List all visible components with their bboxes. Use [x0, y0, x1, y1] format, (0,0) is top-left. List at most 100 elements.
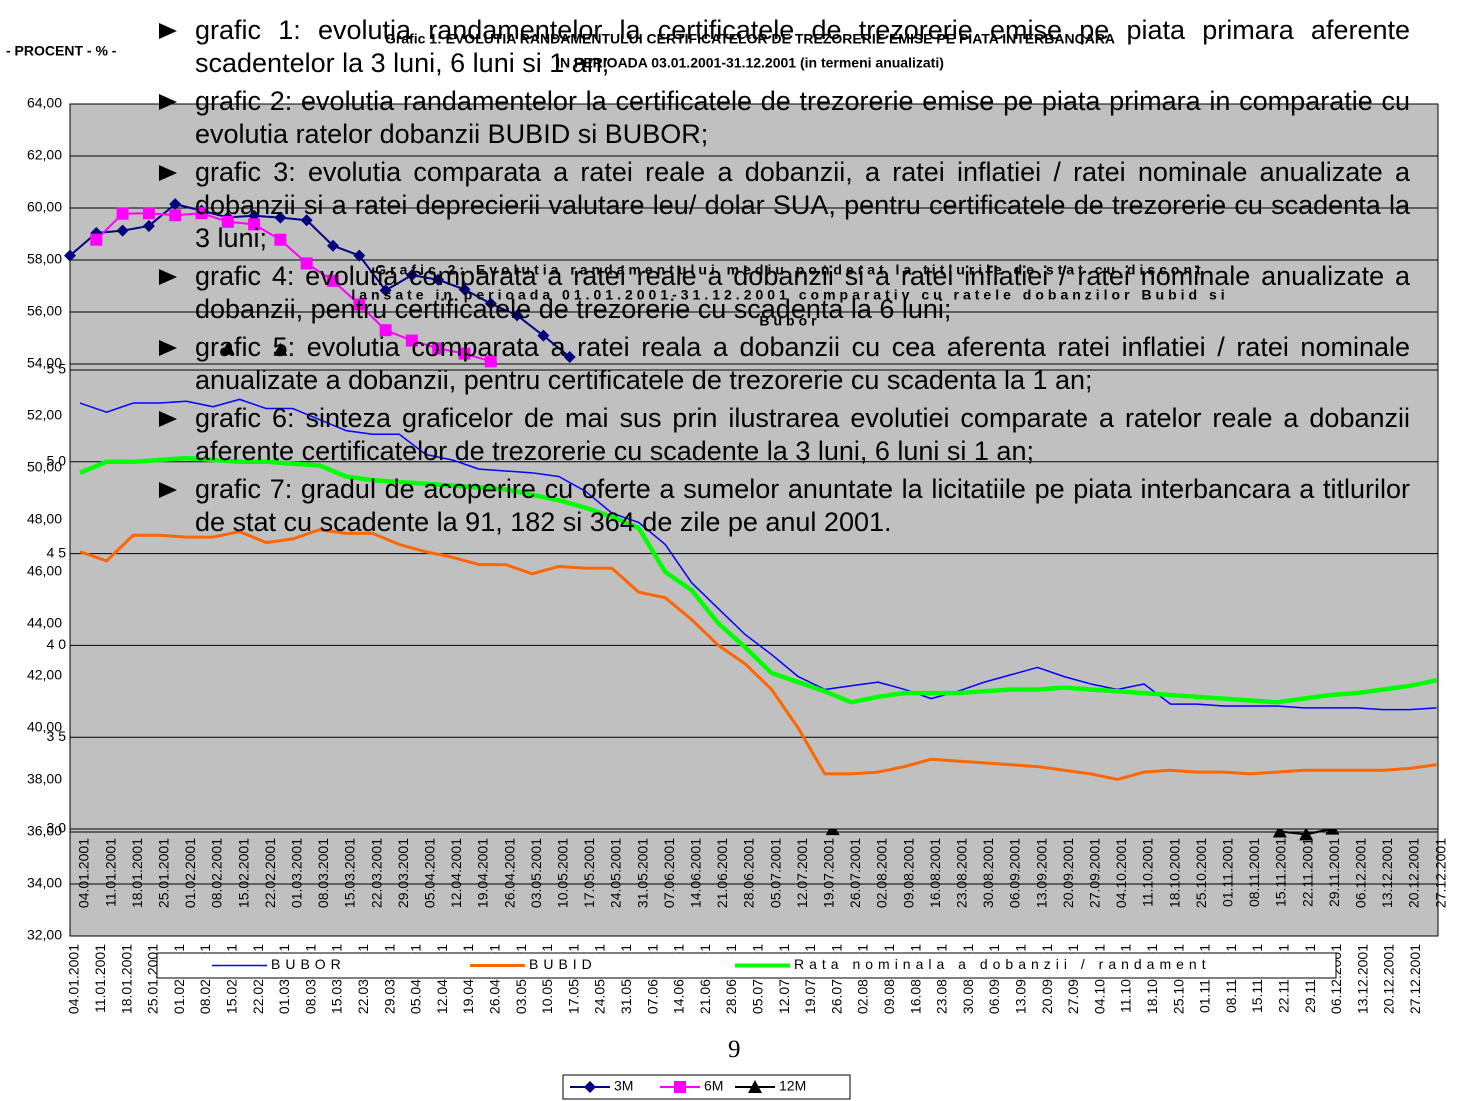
bullet: grafic 2: evolutia randamentelor la cert…	[159, 86, 1410, 149]
x-tick-label: 27.09.2001	[1087, 838, 1103, 908]
x-tick-label: 20.09.2001	[1060, 838, 1076, 908]
legend-label: Rata nominala a dobanzii / randament	[794, 956, 1211, 972]
x-tick-label: 24.05.2001	[608, 838, 624, 908]
bullet: grafic 1: evolutia randamentelor la cert…	[159, 15, 1410, 78]
marker	[432, 342, 445, 355]
x-tick-label: 19.04.2001	[475, 838, 491, 908]
marker	[458, 347, 471, 360]
y-axis-title: - PROCENT - % -	[6, 43, 117, 59]
marker	[563, 350, 576, 363]
x-tick-label: 02.08.2001	[874, 838, 890, 908]
x-tick-label: 16.08.2001	[927, 838, 943, 908]
marker	[300, 257, 313, 270]
bullet: grafic 4: evolutia comparata a ratei rea…	[159, 261, 1410, 324]
bullet-list: grafic 1: evolutia randamentelor la cert…	[159, 14, 1410, 544]
marker	[248, 218, 261, 231]
x-tick-label: 15.11.2001	[1273, 838, 1289, 907]
y-tick-label: 50,00	[27, 459, 62, 475]
bullet: grafic 6: sinteza graficelor de mai sus …	[159, 403, 1410, 466]
x-tick-label: 27.12.2001	[1407, 944, 1423, 1014]
x-tick-label: 15.02.2001	[235, 838, 251, 908]
series-line	[79, 528, 1437, 781]
legend-marker	[674, 1081, 686, 1093]
x-tick-label: 25.01.2001	[156, 838, 172, 908]
series-line	[79, 398, 1437, 711]
x-tick-label: 29.03.2001	[395, 838, 411, 908]
y-tick-label: 58,00	[27, 251, 62, 267]
marker	[379, 324, 392, 337]
x-tick-label: 05.04.2001	[422, 838, 438, 908]
x-tick-label: 11.01.2001	[102, 838, 118, 907]
x-tick-label: 23.08.2001	[954, 838, 970, 908]
page-number: 9	[728, 1036, 741, 1063]
x-tick-label: 20.12.2001	[1381, 944, 1397, 1014]
y-tick-label: 52,00	[27, 407, 62, 423]
marker	[64, 249, 76, 262]
bullet: grafic 5: evolutia comparata a ratei rea…	[159, 332, 1410, 395]
x-tick-label: 15.03.2001	[342, 838, 358, 908]
x-tick-label: 08.02.2001	[209, 838, 225, 908]
marker	[1272, 824, 1287, 838]
x-tick-label: 01.02.2001	[182, 838, 198, 908]
x-tick-label: 14.06.2001	[688, 838, 704, 908]
marker	[1299, 827, 1314, 841]
marker	[405, 269, 418, 282]
series-line	[79, 455, 1438, 705]
chart-title: Grafic 2: Evolutia randamentului mediu p…	[375, 262, 1204, 278]
legend-label: 3M	[614, 1078, 633, 1094]
marker	[537, 329, 550, 342]
x-tick-label: 22.11.2001	[1299, 838, 1315, 907]
marker	[353, 298, 366, 311]
marker	[274, 211, 287, 224]
y-tick-label: 5 0	[47, 453, 67, 469]
bullet: grafic 3: evolutia comparata a ratei rea…	[159, 157, 1410, 253]
y-tick-label: 36,00	[27, 823, 62, 839]
chart-title: lansate in perioada 01.01.2001-31.12.200…	[351, 287, 1228, 303]
marker	[169, 198, 182, 211]
y-tick-label: 5 5	[47, 361, 67, 377]
legend-label: 6M	[704, 1078, 723, 1094]
x-tick-label: 04.01.2001	[66, 944, 82, 1014]
legend-marker	[748, 1080, 762, 1093]
series-line	[95, 212, 492, 363]
marker	[484, 297, 497, 310]
x-tick-label: 18.10.2001	[1166, 838, 1182, 908]
bullet: grafic 7: gradul de acoperire cu oferte …	[159, 474, 1410, 537]
x-tick-label: 12.07.2001	[794, 838, 810, 908]
x-tick-label: 13.12.2001	[1379, 838, 1395, 908]
x-tick-label: 25.10.2001	[1193, 838, 1209, 908]
x-tick-label: 04.01.2001	[76, 838, 92, 908]
y-tick-label: 54,00	[27, 355, 62, 371]
marker	[195, 207, 208, 220]
y-tick-label: 38,00	[27, 771, 62, 787]
x-tick-label: 01.03.2001	[289, 838, 305, 908]
x-tick-label: 22.03.2001	[368, 838, 384, 908]
series-line	[69, 203, 571, 358]
marker	[90, 233, 103, 246]
marker	[274, 233, 287, 246]
y-tick-label: 4 0	[47, 636, 67, 652]
marker	[300, 214, 313, 227]
y-tick-label: 42,00	[27, 667, 62, 683]
x-tick-label: 27.12.2001	[1432, 838, 1448, 908]
x-tick-label: 26.07.2001	[847, 838, 863, 908]
y-tick-label: 48,00	[27, 511, 62, 527]
x-tick-label: 20.12.2001	[1406, 838, 1422, 908]
x-tick-label: 07.06.2001	[661, 838, 677, 908]
x-tick-label: 05.07.2001	[767, 838, 783, 908]
y-tick-label: 34,00	[27, 875, 62, 891]
x-tick-label: 18.01.2001	[129, 838, 145, 908]
marker	[327, 274, 339, 287]
x-tick-label: 06.12.2001	[1353, 838, 1369, 908]
legend-label: BUBOR	[271, 956, 346, 972]
y-tick-label: 46,00	[27, 563, 62, 579]
marker	[511, 309, 524, 322]
marker	[353, 249, 366, 262]
chart-title: IN PERIOADA 03.01.2001-31.12.2001 (in te…	[556, 55, 944, 71]
marker	[379, 284, 392, 297]
marker	[220, 341, 235, 355]
x-tick-label: 10.05.2001	[555, 838, 571, 908]
legend-box	[562, 1074, 851, 1100]
